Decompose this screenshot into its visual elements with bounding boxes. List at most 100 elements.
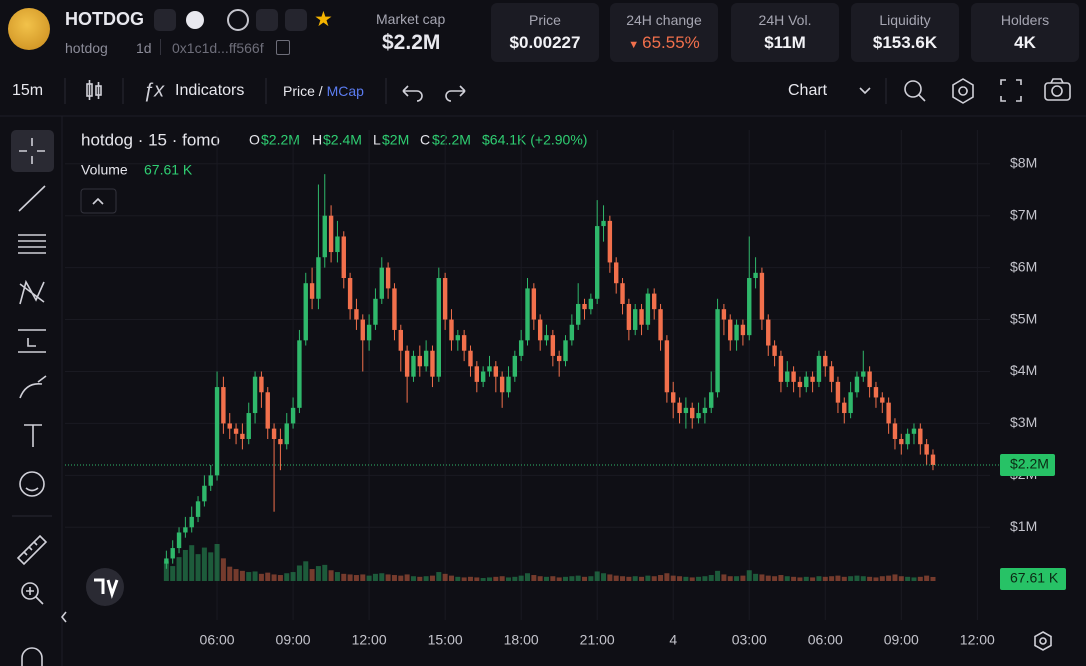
volume-bar	[797, 577, 803, 581]
price-option[interactable]: Price	[283, 83, 315, 99]
y-tick-label: $7M	[1010, 206, 1037, 222]
candle-body	[183, 527, 188, 533]
fx-icon[interactable]: ƒx	[143, 79, 165, 101]
candle-body	[690, 407, 695, 419]
volume-bar	[607, 574, 613, 581]
volume-bar	[898, 576, 904, 581]
x-link[interactable]	[256, 9, 278, 31]
stat-value: $11M	[764, 33, 806, 52]
candle-body	[728, 319, 733, 341]
volume-bar	[252, 571, 258, 581]
volume-bar	[645, 575, 651, 581]
volume-bar	[404, 574, 410, 581]
camera-icon[interactable]	[1044, 78, 1071, 101]
volume-bar	[455, 576, 461, 581]
chevron-up[interactable]	[92, 197, 104, 205]
candle-body	[829, 366, 834, 382]
alert-icon[interactable]	[904, 80, 926, 102]
ticker: hotdog	[65, 40, 108, 56]
volume-bar	[544, 576, 550, 581]
interval[interactable]: 15m	[12, 82, 44, 99]
candle-body	[702, 407, 708, 414]
fullscreen-icon[interactable]	[1000, 79, 1022, 102]
volume-bar	[810, 577, 816, 581]
collapse-arrow[interactable]	[60, 611, 67, 623]
volume-bar	[721, 574, 727, 581]
pump-icon[interactable]	[186, 11, 204, 29]
candle-body	[322, 215, 327, 258]
x-tick-label: 06:00	[808, 632, 843, 648]
edit-button[interactable]	[154, 9, 176, 31]
tool-selected[interactable]	[11, 130, 54, 172]
copy-address[interactable]	[276, 40, 290, 55]
emoji-tool[interactable]	[19, 471, 45, 497]
fib-tool[interactable]	[18, 234, 46, 254]
volume-bar	[227, 566, 233, 581]
candle-body	[164, 558, 169, 564]
undo-icon[interactable]	[402, 85, 423, 102]
candle-body	[721, 309, 727, 320]
x-tick-label: 12:00	[960, 632, 995, 648]
forecast-tool[interactable]	[18, 329, 46, 353]
volume-bar	[784, 576, 790, 581]
candle-body	[531, 288, 537, 320]
volume-bar	[835, 575, 841, 581]
candle-body	[430, 350, 435, 377]
candle-body	[804, 376, 809, 388]
down-arrow: ▼	[628, 39, 643, 51]
volume-bar	[708, 575, 714, 581]
text-tool[interactable]	[24, 424, 42, 447]
brush-tool[interactable]	[19, 375, 47, 399]
volume-bar	[423, 576, 429, 581]
trendline-tool[interactable]	[18, 185, 46, 212]
chevron[interactable]	[859, 87, 871, 95]
volume-bar	[734, 576, 740, 581]
price-toggle[interactable]: Price / MCap	[283, 83, 364, 99]
volume-bar	[309, 569, 315, 581]
magnet-tool[interactable]	[21, 647, 43, 666]
candle-icon[interactable]	[86, 80, 102, 100]
volume-bar	[258, 573, 264, 581]
search-link[interactable]	[285, 9, 307, 31]
volume-bar	[391, 575, 397, 581]
pattern-tool[interactable]	[19, 279, 45, 305]
mcap-option[interactable]: MCap	[326, 83, 364, 99]
candle-body	[575, 303, 581, 325]
redo-icon[interactable]	[445, 85, 466, 102]
candle-body	[246, 413, 251, 440]
candle-body	[652, 293, 657, 310]
settings-icon[interactable]	[952, 78, 974, 104]
candle-body	[626, 303, 632, 330]
volume-bar	[696, 576, 702, 581]
candle-body	[639, 309, 644, 325]
axis-settings[interactable]	[1034, 631, 1052, 651]
volume-bar	[296, 565, 302, 581]
favorite-star[interactable]: ★	[314, 8, 333, 31]
volume-bar	[214, 544, 220, 581]
address: 0x1c1d...ff566f	[172, 40, 264, 56]
volume-bar	[531, 575, 537, 581]
chart-type[interactable]: Chart	[788, 82, 828, 99]
volume-bar	[353, 575, 359, 581]
candle-body	[449, 319, 454, 341]
candle-body	[170, 548, 175, 559]
volume-bar	[689, 577, 695, 581]
candle-body	[468, 350, 473, 367]
candle-body	[671, 392, 676, 403]
indicators[interactable]: Indicators	[175, 82, 245, 99]
volume-bar	[448, 575, 454, 581]
stat-label: Price	[529, 12, 561, 28]
crosshair-tool[interactable]	[19, 138, 45, 164]
candle-body	[411, 355, 416, 377]
volume-bar	[461, 577, 467, 581]
website-link[interactable]	[227, 9, 249, 31]
candle-body	[233, 428, 239, 434]
volume-bar	[772, 576, 778, 581]
volume-bar	[170, 566, 176, 581]
zoom-tool[interactable]	[21, 582, 44, 605]
ruler-tool[interactable]	[16, 534, 48, 566]
volume-bar	[499, 576, 505, 581]
collapse-legend[interactable]	[80, 188, 117, 214]
candle-body	[601, 220, 606, 227]
stat-box: 24H Vol. $11M	[731, 3, 839, 62]
